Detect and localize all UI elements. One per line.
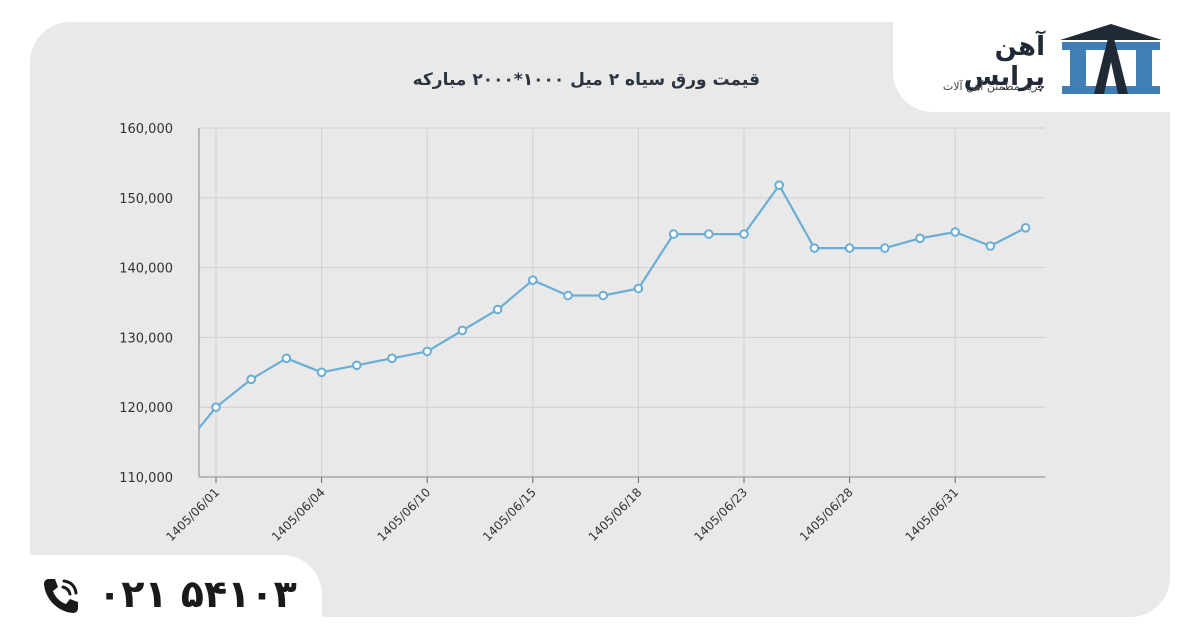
chart-card — [30, 22, 1170, 617]
x-tick-label: 1405/06/28 — [797, 485, 856, 544]
series-line — [198, 184, 1027, 429]
brand-tagline: خرید مطمئن آهن آلات — [942, 80, 1045, 93]
y-tick-label: 120,000 — [119, 401, 173, 416]
brand-name: آهن پرایس — [963, 32, 1045, 92]
data-point — [880, 243, 890, 253]
data-point — [633, 283, 644, 294]
chart-title: قیمت ورق سیاه ۲ میل ۱۰۰۰*۲۰۰۰ مبارکه — [412, 70, 760, 90]
data-point — [598, 290, 609, 301]
data-point — [950, 227, 961, 237]
y-tick-label: 110,000 — [119, 471, 173, 486]
data-point — [809, 243, 820, 253]
data-point — [774, 180, 785, 190]
x-tick-label: 1405/06/01 — [163, 485, 222, 544]
data-point — [844, 243, 855, 253]
y-tick-label: 160,000 — [119, 122, 173, 137]
data-point — [387, 353, 397, 364]
data-point — [1020, 223, 1031, 233]
x-tick-label: 1405/06/10 — [375, 485, 434, 544]
data-point — [246, 374, 256, 385]
data-point — [668, 229, 679, 239]
data-point — [915, 233, 925, 244]
data-point — [422, 346, 433, 357]
data-point — [281, 353, 292, 364]
x-tick-label: 1405/06/31 — [903, 485, 962, 544]
data-point — [563, 290, 573, 301]
x-tick-label: 1405/06/15 — [480, 485, 539, 544]
data-point — [457, 325, 468, 336]
data-point — [316, 367, 327, 378]
data-point — [704, 229, 714, 239]
y-tick-label: 130,000 — [119, 331, 173, 346]
phone-icon — [44, 579, 78, 613]
data-point — [985, 241, 996, 251]
y-tick-label: 140,000 — [119, 262, 173, 277]
data-point — [211, 402, 221, 413]
brand-logo-icon — [1060, 24, 1162, 94]
y-tick-label: 150,000 — [119, 192, 173, 207]
data-point — [528, 275, 538, 286]
data-point — [492, 304, 503, 315]
x-tick-label: 1405/06/23 — [691, 485, 750, 544]
x-tick-label: 1405/06/18 — [586, 485, 645, 544]
x-tick-label: 1405/06/04 — [269, 485, 328, 544]
phone-number: ۰۲۱ ۵۴۱۰۳ — [98, 572, 297, 616]
data-point — [352, 360, 362, 371]
data-point — [739, 229, 749, 239]
